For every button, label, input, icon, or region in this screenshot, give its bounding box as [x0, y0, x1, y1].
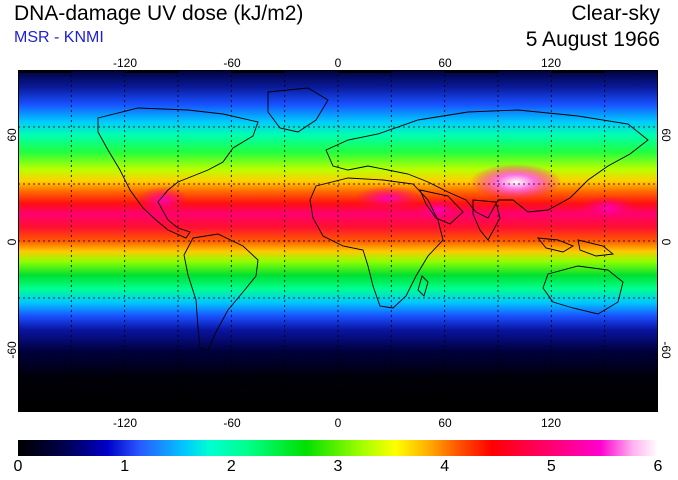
lon-tick-bottom: -120 [112, 416, 138, 430]
map-date: 5 August 1966 [525, 28, 660, 51]
sahara-hotspot [354, 186, 422, 210]
lat-tick-right: 0 [659, 238, 673, 246]
lon-tick-top: -120 [112, 56, 138, 70]
colorbar-tick: 6 [653, 458, 663, 475]
map-frame [18, 70, 658, 412]
lat-tick-right: -60 [659, 341, 673, 359]
lat-tick-left: -60 [5, 341, 19, 359]
colorbar-tick: 0 [13, 458, 23, 475]
lat-tick-left: 60 [5, 128, 19, 142]
lat-tick-right: 60 [659, 128, 673, 142]
source-label: MSR - KNMI [14, 29, 104, 46]
lon-tick-bottom: 0 [334, 416, 342, 430]
colorbar-tick: 4 [440, 458, 450, 475]
sky-condition: Clear-sky [571, 2, 660, 25]
tibet-hotspot [470, 164, 562, 200]
lon-tick-bottom: -60 [223, 416, 241, 430]
graticule [18, 70, 658, 412]
lon-tick-top: 120 [540, 56, 562, 70]
colorbar [18, 440, 658, 456]
lat-tick-left: 0 [5, 238, 19, 246]
lon-tick-top: -60 [223, 56, 241, 70]
mexico-hotspot [137, 186, 189, 214]
uv-dose-map [18, 70, 658, 412]
colorbar-tick: 1 [120, 458, 130, 475]
chart-title: DNA-damage UV dose (kJ/m2) [14, 2, 304, 25]
pacific-hotspot [578, 196, 638, 220]
lon-tick-bottom: 120 [540, 416, 562, 430]
lon-tick-bottom: 60 [438, 416, 452, 430]
colorbar-tick: 5 [546, 458, 556, 475]
lon-tick-top: 60 [438, 56, 452, 70]
lon-tick-top: 0 [334, 56, 342, 70]
colorbar-tick: 3 [333, 458, 343, 475]
colorbar-tick: 2 [226, 458, 236, 475]
arabia-hotspot [416, 198, 460, 222]
